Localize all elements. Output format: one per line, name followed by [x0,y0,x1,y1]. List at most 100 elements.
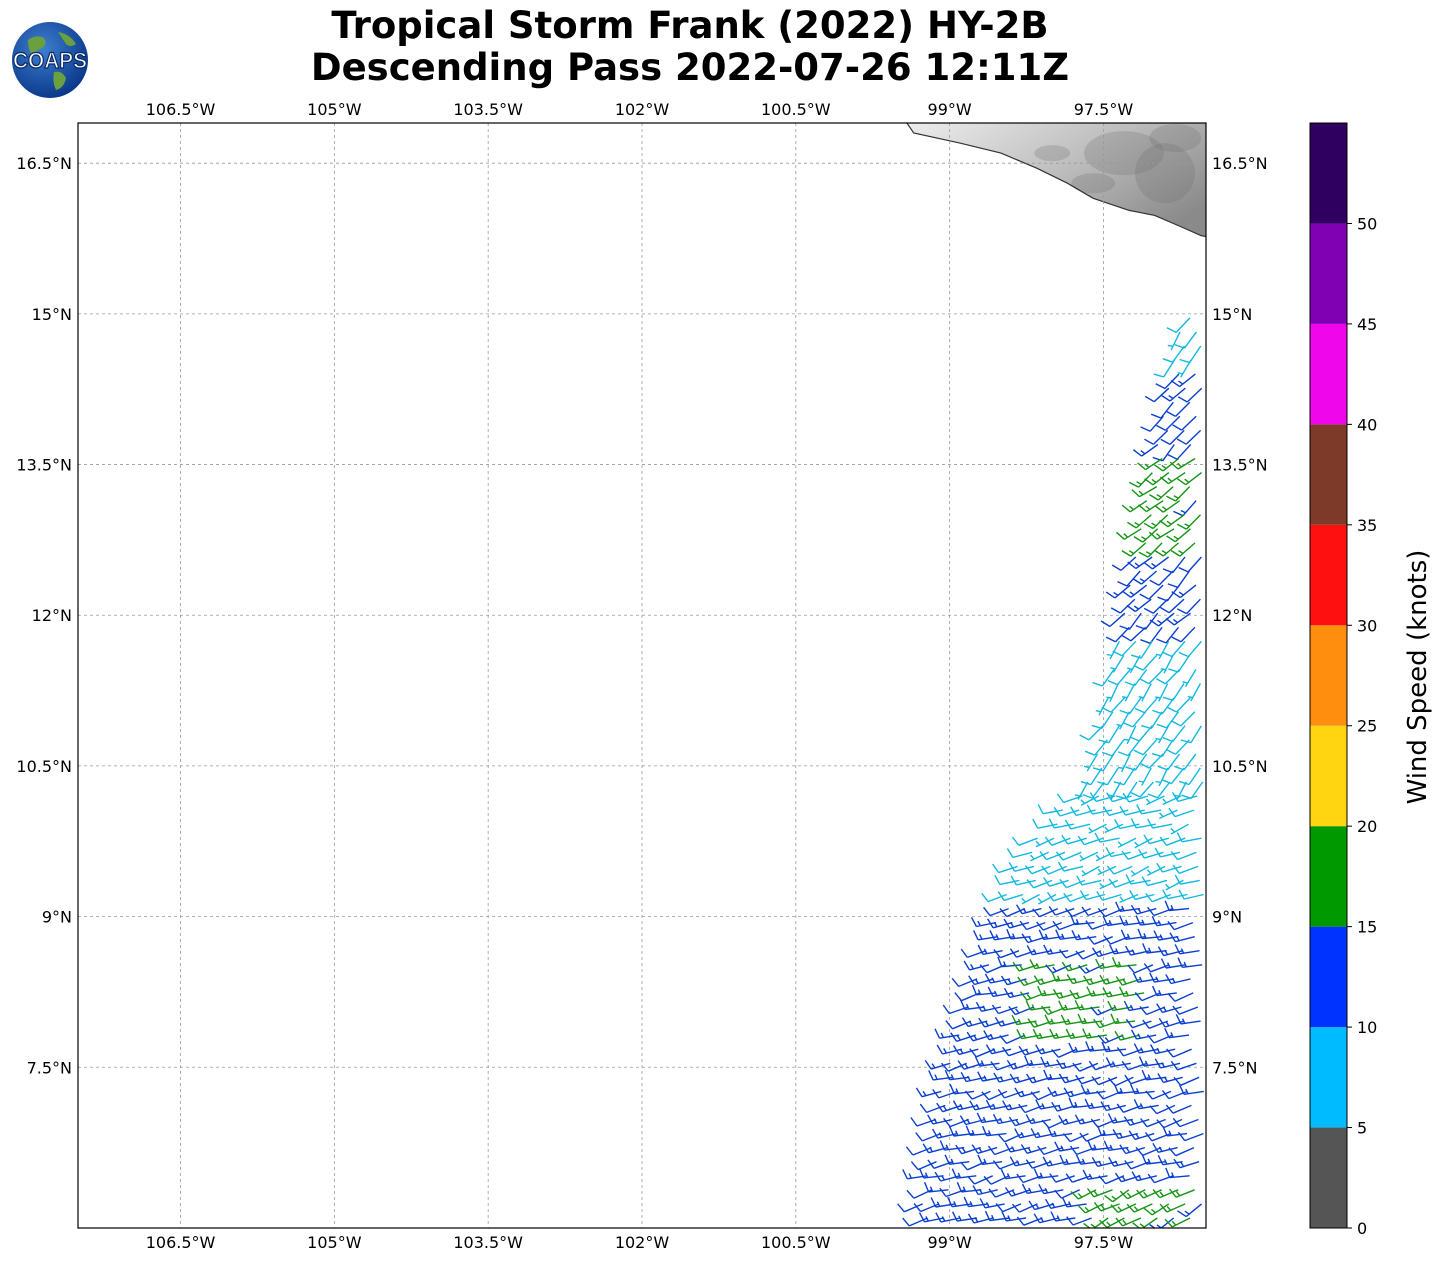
wind-barb [1122,711,1147,728]
wind-barb [1119,1189,1146,1200]
wind-barb [1097,767,1119,786]
wind-barb [1008,1116,1035,1127]
wind-barb [1119,1144,1146,1155]
wind-barb [1095,958,1121,970]
wind-barb [1142,1019,1169,1029]
wind-barb [1108,944,1134,955]
wind-barb [1114,1030,1140,1041]
wind-barb [932,1088,958,1099]
wind-barb [1080,795,1100,806]
right-lat-tick-label: 10.5°N [1212,757,1268,776]
wind-barb [1021,1183,1048,1194]
wind-barb [1074,1000,1100,1011]
wind-barb [971,984,997,996]
wind-barb [1026,879,1053,889]
wind-barb [1112,1129,1138,1140]
wind-barb [930,1197,956,1208]
wind-barb [1039,850,1066,861]
wind-barb [1085,1041,1110,1052]
wind-barb [1156,711,1180,729]
wind-barb [1061,961,1088,972]
wind-barb [1159,836,1186,846]
wind-barb [1006,928,1031,940]
wind-barb [1004,1142,1031,1153]
wind-barb [1061,834,1087,845]
wind-barb [1162,725,1186,743]
wind-barb [1164,1217,1191,1228]
wind-barb [1173,1158,1200,1169]
wind-barb [1066,1216,1092,1226]
colorbar-swatch [1310,725,1347,827]
wind-barb [960,1071,986,1083]
wind-barb [1063,892,1090,903]
colorbar-swatch [1310,424,1347,525]
wind-barb [1145,795,1165,806]
colorbar-swatch [1310,223,1347,324]
wind-barb [1047,1086,1073,1097]
wind-barb [1115,976,1142,986]
wind-barb [1180,725,1202,744]
wind-barb [1051,1048,1078,1058]
wind-barb [1149,570,1174,586]
wind-barb [1088,823,1107,834]
wind-barb [1148,528,1175,540]
wind-barb [1077,1203,1104,1214]
wind-barb [1095,697,1110,716]
wind-barb [1084,753,1099,772]
wind-barb [968,975,994,986]
wind-barb [1143,556,1170,570]
wind-barb [1143,963,1170,973]
wind-barb [1126,598,1152,613]
coastline [906,123,1206,238]
wind-barb [1155,767,1169,787]
wind-barb [1141,1154,1167,1165]
wind-barb [1047,1126,1073,1138]
wind-barb [1130,818,1156,829]
wind-barb [1054,1141,1080,1152]
wind-barb [988,1188,1015,1198]
wind-barb [985,1099,1012,1110]
wind-barb [1134,697,1159,714]
wind-barb [1058,1115,1084,1126]
wind-barb [1125,874,1151,885]
wind-barb [1100,612,1126,628]
wind-barb [1076,875,1102,886]
wind-barb [1014,1128,1040,1139]
wind-barb [1037,804,1063,815]
coaps-logo: COAPS [12,22,88,98]
right-lat-tick-label: 7.5°N [1212,1058,1257,1077]
wind-barb [1105,846,1131,858]
wind-barb [1070,1189,1097,1200]
wind-barb [1089,792,1116,803]
wind-barb [1153,359,1175,378]
wind-barb [1146,865,1166,877]
wind-barb [1162,1126,1188,1137]
wind-barb [1090,1118,1117,1128]
wind-barb [957,1060,984,1070]
top-lon-tick-label: 106.5°W [146,100,216,119]
wind-barb [981,1090,1008,1101]
wind-barb [1065,1173,1092,1183]
colorbar-swatch [1310,926,1347,1028]
wind-barb [1179,345,1202,364]
wind-barb [945,1020,972,1030]
colorbar-tick-label: 10 [1357,1018,1377,1037]
wind-barb [1157,1073,1183,1084]
wind-barb [1166,401,1191,418]
terrain-shade [1071,173,1116,194]
wind-barb [1135,915,1161,926]
wind-barb [960,1161,986,1171]
bottom-lon-tick-label: 97.5°W [1074,1233,1134,1252]
wind-barb [1121,542,1147,557]
wind-barb [1130,781,1154,798]
bottom-lon-tick-label: 106.5°W [146,1233,216,1252]
wind-barb [1157,946,1184,957]
wind-barb [1106,865,1133,875]
wind-barb [972,930,998,941]
wind-barb [1172,1117,1199,1128]
wind-barb [1030,851,1049,862]
wind-barb [1165,974,1191,985]
wind-barb [1171,626,1196,643]
wind-barb [941,1062,967,1072]
wind-barb [1129,725,1153,742]
